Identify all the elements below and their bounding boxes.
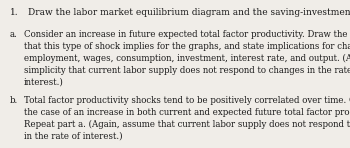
Text: b.: b. xyxy=(10,96,18,105)
Text: Total factor productivity shocks tend to be positively correlated over time. Con: Total factor productivity shocks tend to… xyxy=(24,96,350,141)
Text: Draw the labor market equilibrium diagram and the saving-investment diagram.: Draw the labor market equilibrium diagra… xyxy=(28,8,350,17)
Text: a.: a. xyxy=(10,30,18,39)
Text: 1.: 1. xyxy=(10,8,19,17)
Text: Consider an increase in future expected total factor productivity. Draw the chan: Consider an increase in future expected … xyxy=(24,30,350,86)
